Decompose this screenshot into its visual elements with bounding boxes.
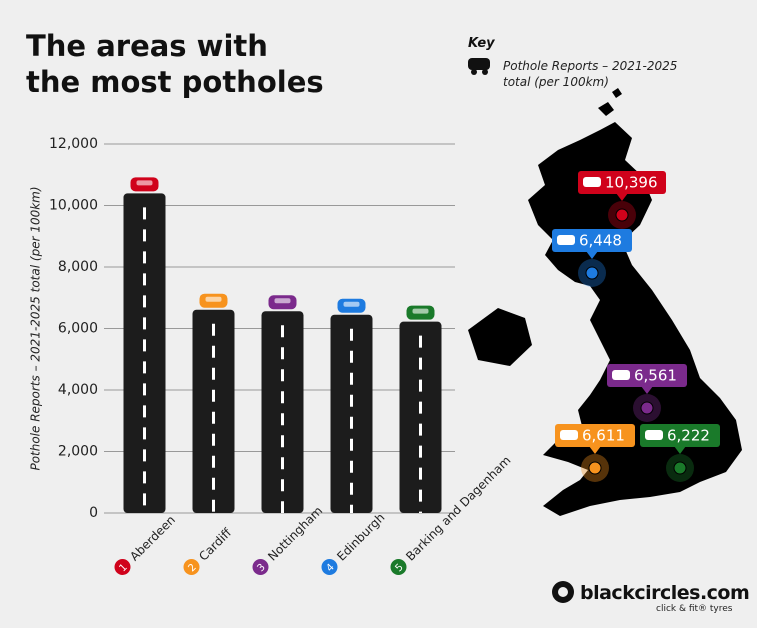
islands: [598, 88, 622, 116]
brand: blackcircles.com: [580, 582, 750, 604]
callout-car: [557, 235, 575, 245]
map-pin: [615, 208, 629, 222]
callout-car: [612, 370, 630, 380]
map-pin: [640, 401, 654, 415]
map-pin: [673, 461, 687, 475]
y-tick-label: 4,000: [58, 382, 98, 398]
key-title: Key: [468, 36, 495, 51]
callout-box: [578, 171, 666, 194]
key-wheel: [482, 69, 488, 75]
bar: [261, 311, 304, 513]
map-value-label: 6,448: [579, 232, 622, 250]
callout-car: [560, 430, 578, 440]
uk-map: [468, 88, 742, 516]
rank-badge: [252, 559, 269, 575]
bar: [123, 193, 166, 513]
car-window: [136, 180, 153, 186]
y-axis-label: Pothole Reports – 2021-2025 total (per 1…: [29, 186, 43, 470]
y-tick-label: 0: [89, 505, 98, 521]
bar: [330, 314, 373, 513]
bar: [192, 309, 235, 513]
x-tick-label: Aberdeen: [127, 513, 178, 564]
callout-pointer: [586, 251, 598, 259]
callout-box: [640, 424, 720, 447]
car-window: [412, 308, 429, 314]
y-tick-label: 10,000: [49, 198, 98, 214]
northern-ireland: [468, 308, 532, 366]
car-window: [274, 298, 291, 304]
callout-box: [552, 229, 632, 252]
logo-hole: [558, 587, 568, 597]
callout-box: [555, 424, 635, 447]
key-wheel: [471, 69, 477, 75]
chart-title: The areas with the most potholes: [26, 29, 324, 99]
callout-pointer: [616, 193, 628, 201]
car-window: [205, 296, 222, 302]
rank-badge: [183, 559, 200, 575]
x-tick-label: Edinburgh: [334, 510, 387, 563]
great-britain: [528, 122, 742, 516]
callout-car: [645, 430, 663, 440]
callout-pointer: [674, 446, 686, 454]
callout-car: [583, 177, 601, 187]
map-value-label: 6,222: [667, 427, 710, 445]
bar: [399, 321, 442, 513]
map-value-label: 10,396: [605, 174, 658, 192]
rank-badge: [321, 559, 338, 575]
y-tick-label: 12,000: [49, 136, 98, 152]
x-tick-label: Cardiff: [196, 525, 234, 563]
key-car: [468, 58, 490, 70]
y-tick-label: 2,000: [58, 444, 98, 460]
y-tick-label: 8,000: [58, 259, 98, 275]
car-window: [343, 301, 360, 307]
rank-badge: [390, 559, 407, 575]
tagline: click & fit® tyres: [656, 604, 733, 614]
map-pin: [588, 461, 602, 475]
map-pin: [585, 266, 599, 280]
callout-pointer: [641, 386, 653, 394]
rank-badge: [114, 559, 131, 575]
callout-pointer: [589, 446, 601, 454]
y-tick-label: 6,000: [58, 321, 98, 337]
map-value-label: 6,561: [634, 367, 677, 385]
map-value-label: 6,611: [582, 427, 625, 445]
logo-icon: [552, 581, 574, 603]
key-label: Pothole Reports – 2021-2025 total (per 1…: [503, 59, 678, 89]
key-icon: [468, 58, 490, 75]
callout-box: [607, 364, 687, 387]
